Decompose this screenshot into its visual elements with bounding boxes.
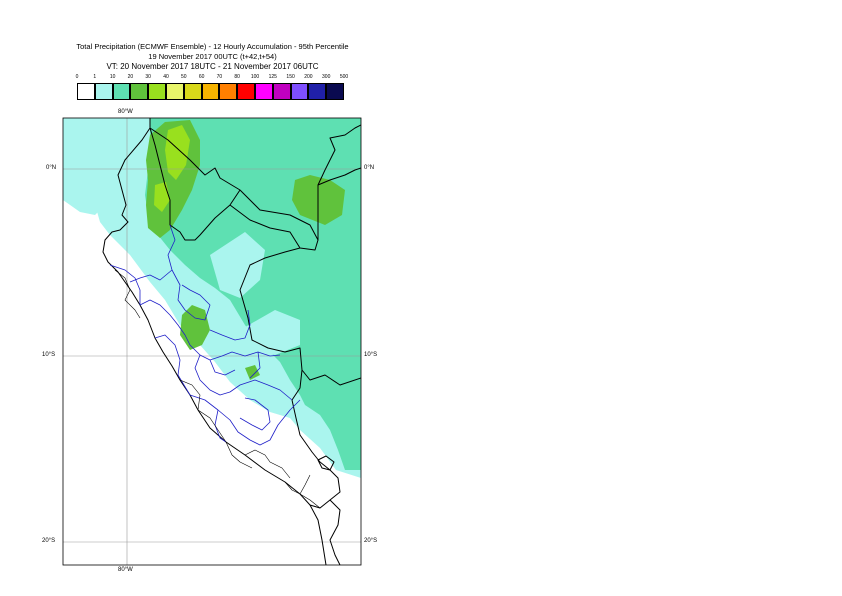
precip-field-light-coastal bbox=[63, 118, 130, 215]
region-border bbox=[129, 224, 176, 283]
region-border bbox=[239, 397, 271, 431]
legend-threshold-label: 40 bbox=[163, 74, 169, 80]
legend-threshold-label: 125 bbox=[268, 74, 277, 80]
border-east-brazil bbox=[317, 167, 361, 186]
legend-threshold-label: 200 bbox=[304, 74, 313, 80]
legend-color-box bbox=[308, 83, 327, 100]
border-ecuador-peru bbox=[149, 127, 241, 241]
legend-threshold-label: 150 bbox=[286, 74, 295, 80]
legend-threshold-label: 50 bbox=[181, 74, 187, 80]
title-line-1: Total Precipitation (ECMWF Ensemble) - 1… bbox=[76, 42, 349, 51]
region-border-south bbox=[197, 409, 227, 443]
region-border-south bbox=[299, 493, 321, 509]
region-border-south bbox=[114, 269, 141, 319]
lon-label-bottom: 80°W bbox=[118, 567, 133, 573]
legend-color-box bbox=[219, 83, 238, 100]
region-border bbox=[154, 334, 191, 396]
lat-label-left-0: 0°N bbox=[46, 165, 57, 171]
region-border bbox=[209, 309, 251, 341]
lon-label-top: 80°W bbox=[118, 109, 133, 115]
legend-threshold-label: 100 bbox=[250, 74, 260, 80]
legend-threshold-label: 1 bbox=[93, 74, 97, 80]
legend-threshold-label: 500 bbox=[339, 74, 349, 80]
legend-color-box bbox=[272, 83, 291, 100]
region-border-south bbox=[244, 449, 291, 479]
lat-label-right-20s: 20°S bbox=[364, 538, 378, 544]
legend-color-box bbox=[112, 83, 131, 100]
legend-color-box bbox=[290, 83, 309, 100]
precip-field-lime-1 bbox=[165, 125, 190, 180]
region-border bbox=[194, 354, 231, 396]
region-border bbox=[249, 351, 261, 379]
border-ecuador-colombia bbox=[149, 124, 361, 241]
title-line-3: VT: 20 November 2017 18UTC - 21 November… bbox=[106, 62, 319, 71]
legend-color-box bbox=[130, 83, 149, 100]
legend-color-box bbox=[201, 83, 220, 100]
region-border bbox=[171, 269, 211, 321]
national-borders bbox=[102, 118, 361, 565]
lat-label-left-20s: 20°S bbox=[42, 538, 56, 544]
title-line-2: 19 November 2017 00UTC (t+42,t+54) bbox=[148, 52, 277, 61]
region-border bbox=[189, 394, 301, 446]
legend-threshold-label: 20 bbox=[127, 74, 134, 80]
region-border bbox=[209, 359, 236, 376]
graticule bbox=[63, 118, 361, 565]
region-border bbox=[109, 264, 141, 305]
legend-color-box bbox=[94, 83, 113, 100]
legend-threshold-label: 0 bbox=[75, 74, 79, 80]
precip-field-teal-3 bbox=[240, 310, 300, 355]
lat-label-left-10s: 10°S bbox=[42, 352, 56, 358]
precip-field-green-mid bbox=[180, 305, 210, 350]
map-frame bbox=[62, 117, 362, 566]
regional-borders bbox=[109, 224, 301, 446]
legend-threshold-label: 70 bbox=[216, 74, 223, 80]
region-border-south bbox=[225, 441, 253, 469]
lat-label-right-0: 0°N bbox=[364, 165, 375, 171]
legend-color-box bbox=[148, 83, 166, 100]
region-border bbox=[214, 409, 227, 443]
legend-threshold-label: 300 bbox=[322, 74, 331, 80]
legend-color-box bbox=[77, 83, 95, 100]
border-peru-brazil bbox=[239, 247, 361, 386]
legend-color-box bbox=[166, 83, 184, 100]
region-border bbox=[229, 379, 293, 401]
legend-threshold-label: 80 bbox=[234, 74, 240, 80]
border-chile-bolivia bbox=[329, 499, 341, 565]
lat-label-right-10s: 10°S bbox=[364, 352, 378, 358]
precip-field-teal-2 bbox=[210, 232, 265, 298]
legend-color-box bbox=[183, 83, 202, 100]
legend-threshold-label: 10 bbox=[109, 74, 116, 80]
legend-threshold-label: 60 bbox=[198, 74, 205, 80]
legend-color-box bbox=[237, 83, 255, 100]
precipitation-legend: 0 1 10 20 30 40 50 60 70 80 100 125 150 200 300 500 bbox=[0, 0, 842, 110]
border-peru-colombia-brazil bbox=[229, 204, 319, 251]
legend-color-box bbox=[326, 83, 344, 100]
precip-field-green-small bbox=[245, 365, 260, 380]
regional-borders-south bbox=[114, 269, 321, 509]
lake-titicaca bbox=[317, 455, 335, 471]
region-border-south bbox=[179, 379, 201, 411]
legend-threshold-label: 30 bbox=[145, 74, 151, 80]
legend-color-box bbox=[255, 83, 273, 100]
